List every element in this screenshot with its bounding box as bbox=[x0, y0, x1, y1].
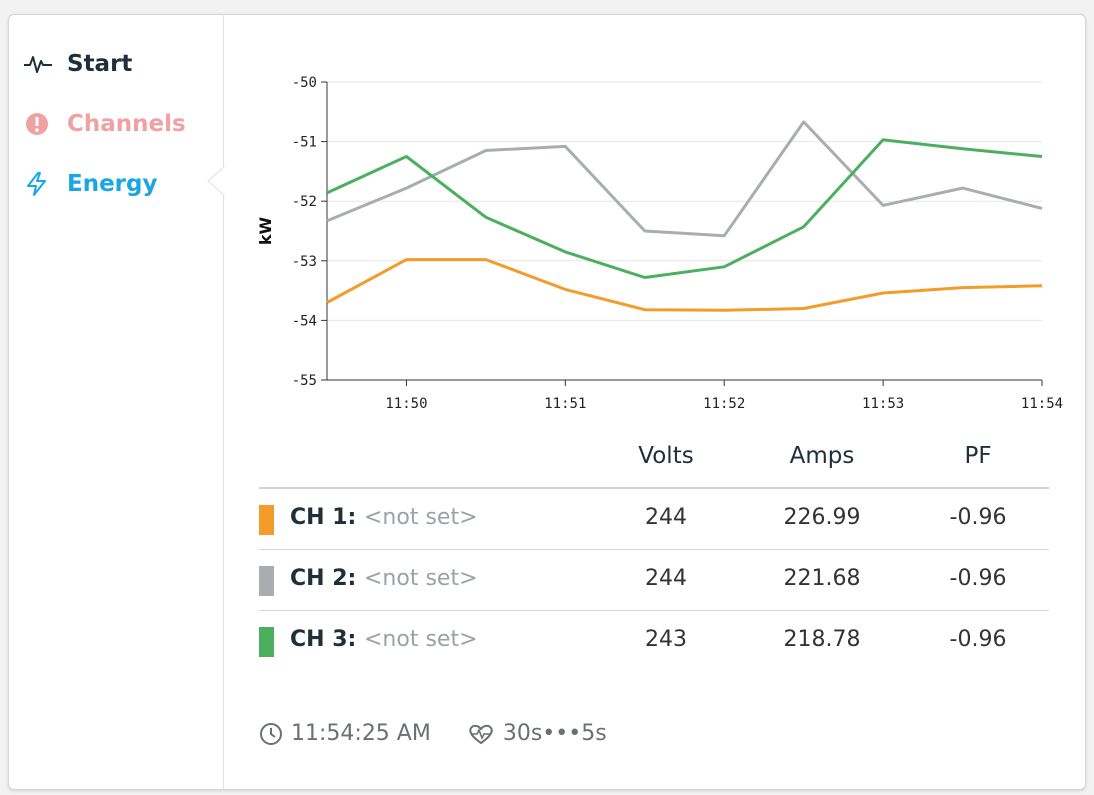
nav-label-start: Start bbox=[67, 51, 133, 77]
pf-header: PF bbox=[964, 443, 992, 469]
y-tick-label: -54 bbox=[292, 313, 317, 329]
energy-card: Start Channels Energy -50 -51 -52 -53 -54 -55… bbox=[8, 14, 1086, 790]
amps-value: 218.78 bbox=[783, 627, 861, 652]
nav-item-channels[interactable]: Channels bbox=[23, 106, 186, 142]
active-nav-pointer bbox=[207, 166, 225, 196]
volts-value: 243 bbox=[645, 627, 687, 652]
energy-chart: -50 -51 -52 -53 -54 -55 11:50 11:51 11:52 11:53 11… bbox=[256, 75, 1063, 412]
x-tick-label: 11:53 bbox=[862, 396, 904, 412]
pf-value: -0.96 bbox=[949, 505, 1007, 530]
timestamp: 11:54:25 AM bbox=[291, 721, 431, 746]
heartbeat-icon bbox=[467, 722, 495, 746]
series-line-ch3 bbox=[326, 138, 1043, 279]
alert-circle-icon bbox=[23, 110, 55, 138]
y-tick-label: -55 bbox=[292, 373, 317, 389]
amps-header: Amps bbox=[789, 443, 855, 469]
y-axis-label: kW bbox=[256, 217, 275, 246]
x-tick-label: 11:52 bbox=[703, 396, 745, 412]
nav-item-start[interactable]: Start bbox=[23, 46, 132, 82]
series-line-ch2 bbox=[326, 120, 1043, 238]
channel-label[interactable]: CH 1: <not set> bbox=[290, 505, 478, 530]
channel-color-swatch bbox=[259, 627, 274, 657]
volts-value: 244 bbox=[645, 566, 687, 591]
pf-value: -0.96 bbox=[949, 627, 1007, 652]
row-divider bbox=[259, 610, 1049, 611]
table-row: CH 3: <not set> 243 218.78 -0.96 bbox=[259, 611, 1049, 672]
channel-color-swatch bbox=[259, 505, 274, 535]
nav-label-energy: Energy bbox=[67, 171, 158, 197]
y-tick-label: -53 bbox=[292, 254, 317, 270]
pulse-icon bbox=[23, 50, 55, 78]
x-tick-label: 11:51 bbox=[544, 396, 586, 412]
channel-name: <not set> bbox=[364, 505, 478, 530]
channel-name: <not set> bbox=[364, 566, 478, 591]
status-footer: 11:54:25 AM 30s•••5s bbox=[259, 721, 607, 746]
row-divider bbox=[259, 549, 1049, 550]
amps-value: 221.68 bbox=[783, 566, 861, 591]
y-tick-label: -52 bbox=[292, 194, 317, 210]
heartbeat-interval: 30s•••5s bbox=[502, 721, 607, 746]
pf-value: -0.96 bbox=[949, 566, 1007, 591]
channel-label[interactable]: CH 2: <not set> bbox=[290, 566, 478, 591]
nav-label-channels: Channels bbox=[67, 111, 186, 137]
volts-value: 244 bbox=[645, 505, 687, 530]
volts-header: Volts bbox=[638, 443, 694, 469]
channel-label[interactable]: CH 3: <not set> bbox=[290, 627, 478, 652]
amps-value: 226.99 bbox=[783, 505, 861, 530]
channel-color-swatch bbox=[259, 566, 274, 596]
x-tick-label: 11:50 bbox=[385, 396, 427, 412]
table-row: CH 1: <not set> 244 226.99 -0.96 bbox=[259, 489, 1049, 550]
clock-icon bbox=[259, 722, 283, 746]
header-divider bbox=[259, 487, 1049, 489]
series-line-ch1 bbox=[326, 258, 1043, 312]
channel-name: <not set> bbox=[364, 627, 478, 652]
y-tick-label: -51 bbox=[292, 135, 317, 151]
table-row: CH 2: <not set> 244 221.68 -0.96 bbox=[259, 550, 1049, 611]
x-tick-label: 11:54 bbox=[1021, 396, 1063, 412]
y-tick-label: -50 bbox=[292, 75, 317, 91]
nav-item-energy[interactable]: Energy bbox=[23, 166, 157, 202]
sidebar-nav: Start Channels Energy bbox=[9, 15, 224, 789]
lightning-icon bbox=[23, 170, 55, 198]
